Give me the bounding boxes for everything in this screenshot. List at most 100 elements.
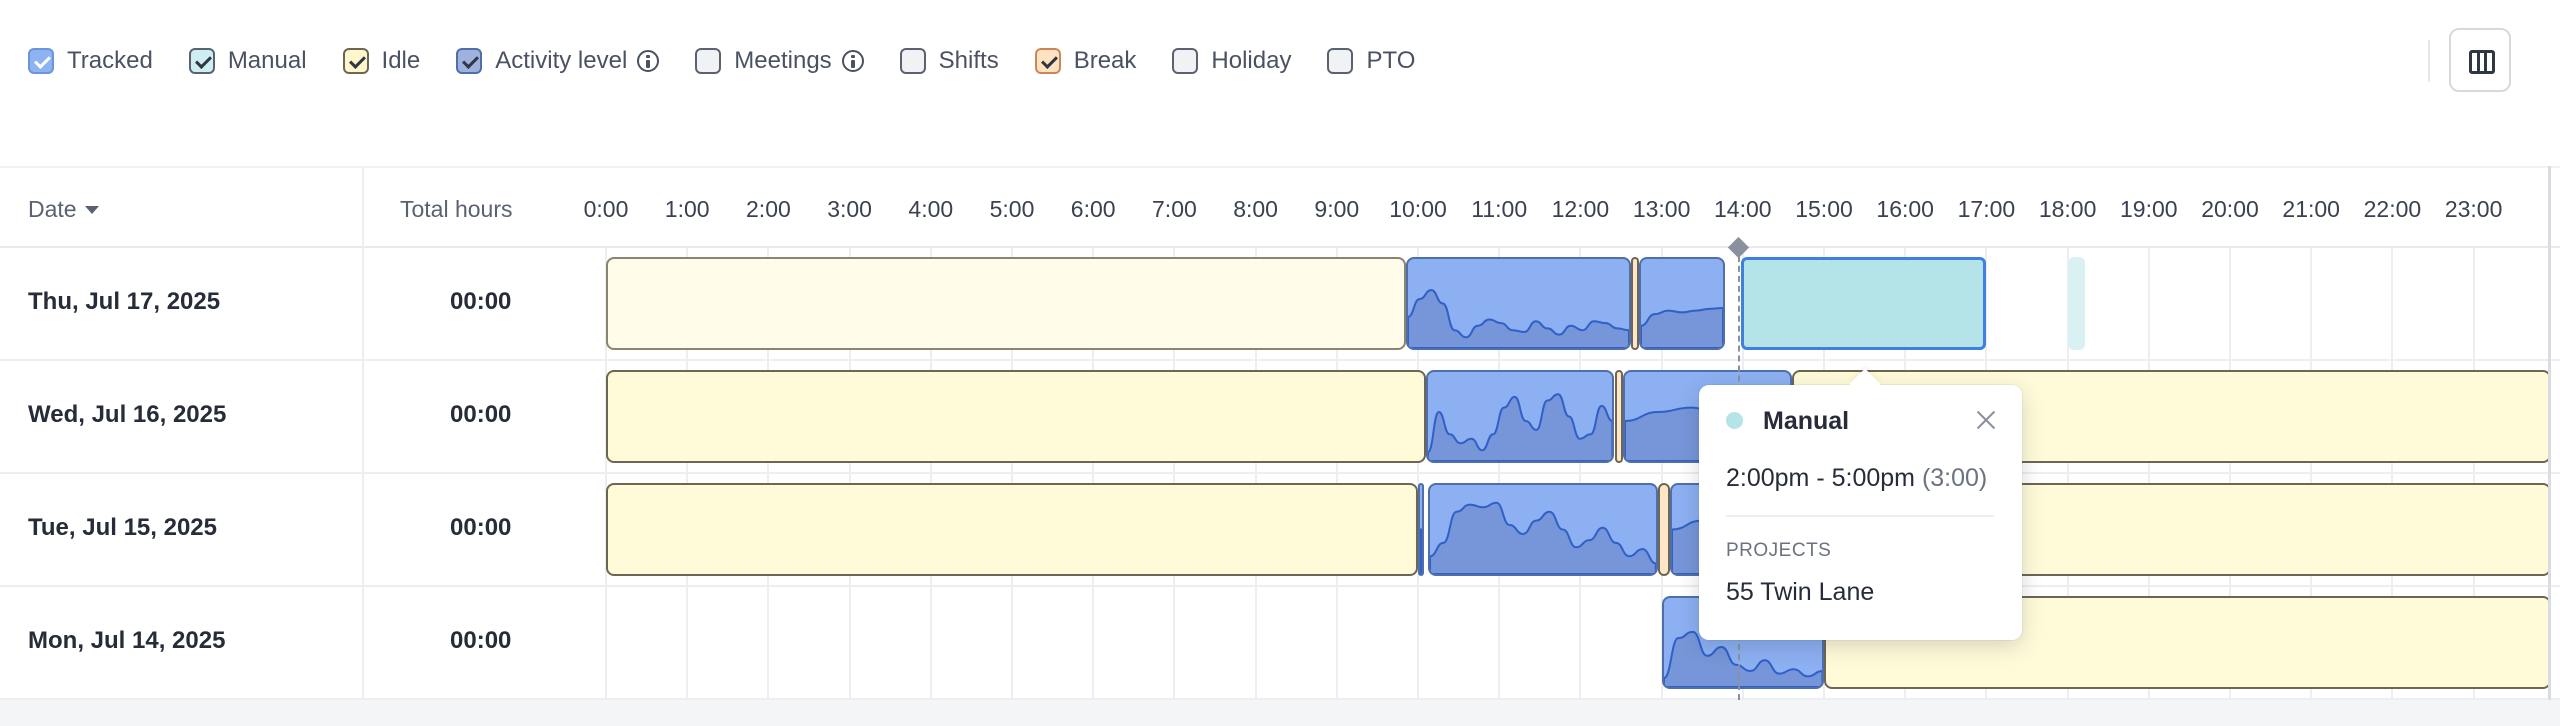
hour-label: 10:00 (1389, 196, 1447, 222)
filter-meetings[interactable]: Meetings (695, 47, 864, 75)
hour-label: 13:00 (1632, 196, 1691, 222)
duration-text: (3:00) (1921, 464, 1988, 492)
filter-idle[interactable]: Idle (342, 47, 421, 75)
manual-color-dot (1726, 412, 1743, 429)
info-icon[interactable] (841, 50, 864, 72)
idle-time-segment[interactable] (606, 257, 1406, 350)
manual-faint-time-segment[interactable] (2067, 257, 2086, 350)
break-checkbox[interactable] (1034, 48, 1061, 74)
hour-gridline (1660, 248, 1663, 700)
break-time-segment[interactable] (1614, 370, 1623, 463)
filter-tracked[interactable]: Tracked (28, 47, 153, 75)
time-range-text: 2:00pm - 5:00pm (1726, 464, 1915, 492)
timeline-row: Wed, Jul 16, 2025 00:00 (0, 361, 2560, 474)
hour-gridline (605, 248, 607, 700)
row-date: Mon, Jul 14, 2025 (28, 627, 226, 654)
break-time-segment[interactable] (1657, 483, 1670, 576)
hour-label: 4:00 (908, 196, 954, 222)
tracked-label: Tracked (67, 47, 153, 74)
tracked-time-segment[interactable] (1638, 257, 1725, 350)
meetings-checkbox[interactable] (695, 48, 722, 74)
filter-holiday[interactable]: Holiday (1172, 47, 1291, 75)
filter-shifts[interactable]: Shifts (899, 47, 999, 75)
timeline-row: Thu, Jul 17, 2025 00:00 (0, 248, 2560, 361)
column-divider (362, 166, 364, 700)
activity-level-graph (1640, 306, 1723, 348)
filter-break[interactable]: Break (1034, 47, 1136, 75)
hour-gridline (848, 248, 851, 700)
hour-label: 12:00 (1551, 196, 1610, 222)
hour-gridline (929, 248, 932, 700)
tracked-checkbox[interactable] (28, 48, 54, 74)
hour-label: 23:00 (2444, 196, 2503, 222)
hour-label: 1:00 (664, 196, 710, 222)
meetings-label: Meetings (734, 47, 832, 74)
break-time-segment[interactable] (1630, 257, 1639, 350)
hour-label: 20:00 (2201, 196, 2259, 222)
timeline-row: Mon, Jul 14, 2025 00:00 (0, 587, 2560, 700)
filter-pto[interactable]: PTO (1327, 47, 1415, 75)
row-total-hours: 00:00 (450, 514, 512, 541)
manual-checkbox[interactable] (188, 48, 215, 74)
hour-label: 11:00 (1471, 196, 1528, 222)
hour-label: 16:00 (1876, 196, 1934, 222)
activity-level-graph (1663, 630, 1822, 687)
idle-label: Idle (381, 47, 421, 74)
close-icon[interactable] (1973, 407, 1999, 433)
hour-label: 3:00 (827, 196, 872, 222)
shifts-checkbox[interactable] (899, 48, 926, 74)
idle-checkbox[interactable] (342, 48, 369, 74)
idle-time-segment[interactable] (606, 370, 1427, 463)
tracked-time-segment[interactable] (1426, 370, 1615, 463)
hour-label: 19:00 (2120, 196, 2178, 222)
hour-label: 21:00 (2282, 196, 2340, 222)
activity-level-graph (1429, 501, 1656, 574)
sort-down-icon (84, 205, 99, 214)
activity-area (1663, 630, 1822, 687)
hour-gridline (2066, 248, 2069, 700)
total-hours-column-header: Total hours (400, 196, 513, 222)
info-icon[interactable] (637, 50, 660, 72)
hour-label: 5:00 (989, 196, 1035, 222)
manual-time-segment[interactable] (1741, 257, 1987, 350)
pto-label: PTO (1366, 47, 1416, 74)
entry-tooltip: Manual 2:00pm - 5:00pm (3:00) PROJECTS 5… (1699, 385, 2022, 640)
date-column-header[interactable]: Date (28, 196, 99, 223)
columns-toggle-button[interactable] (2449, 28, 2511, 92)
hour-gridline (1254, 248, 1257, 700)
hour-gridline (1498, 248, 1501, 700)
activity-level-graph (1407, 289, 1629, 348)
hour-label: 14:00 (1714, 196, 1772, 222)
timeline-header: Date Total hours 0:00 1:00 2:00 3:00 4:00 5:0… (0, 166, 2560, 248)
hour-label: 2:00 (746, 196, 791, 222)
activity-area (1420, 528, 1422, 574)
projects-section-label: PROJECTS (1726, 540, 1832, 561)
activity-level-graph (1420, 528, 1422, 574)
tracked-time-segment[interactable] (1418, 483, 1424, 576)
shifts-label: Shifts (938, 47, 999, 74)
footer-strip (0, 700, 2560, 726)
filter-manual[interactable]: Manual (188, 47, 307, 75)
filter-activity-level[interactable]: Activity level (456, 47, 660, 75)
hour-label: 9:00 (1314, 196, 1360, 222)
hour-label: 22:00 (2363, 196, 2422, 222)
row-date: Tue, Jul 15, 2025 (28, 514, 217, 541)
activity-level-graph (1428, 393, 1613, 461)
hour-gridline (767, 248, 770, 700)
hour-gridline (2147, 248, 2150, 700)
pto-checkbox[interactable] (1327, 48, 1354, 74)
activity-level-label: Activity level (495, 47, 628, 74)
timeline-row: Tue, Jul 15, 2025 00:00 (0, 474, 2560, 587)
manual-label: Manual (227, 47, 307, 74)
horizontal-scroll-edge (2548, 166, 2551, 700)
project-name[interactable]: 55 Twin Lane (1726, 578, 1875, 606)
hour-gridline (1417, 248, 1419, 700)
tracked-time-segment[interactable] (1405, 257, 1631, 350)
idle-time-segment[interactable] (606, 483, 1418, 576)
tracked-time-segment[interactable] (1427, 483, 1658, 576)
holiday-checkbox[interactable] (1172, 48, 1199, 74)
activity-level-checkbox[interactable] (456, 48, 483, 74)
activity-area (1407, 289, 1629, 348)
row-date: Thu, Jul 17, 2025 (28, 288, 221, 315)
date-column-label: Date (28, 196, 77, 222)
